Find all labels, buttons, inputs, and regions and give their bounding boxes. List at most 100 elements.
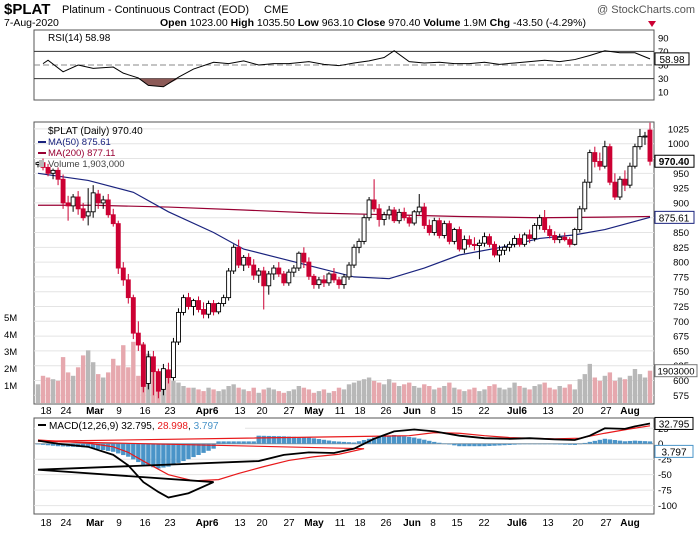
macd-histogram-bar [95, 443, 101, 450]
macd-histogram-bar [542, 443, 547, 445]
candle-body [50, 169, 56, 174]
macd-histogram-bar [35, 443, 41, 445]
price-panel [33, 121, 655, 405]
price-tick-label: 1025 [668, 124, 689, 135]
candle [406, 214, 412, 227]
macd-histogram-bar [131, 443, 136, 460]
macd-histogram-bar [296, 437, 302, 444]
candle [502, 244, 507, 256]
rsi-tick-label: 50 [658, 61, 669, 72]
macd-x-tick-label: 23 [164, 518, 176, 529]
volume-bar [261, 389, 266, 403]
candle [637, 128, 643, 150]
candle-body [622, 178, 628, 186]
macd-histogram-bar [472, 443, 477, 447]
macd-histogram-bar [266, 435, 271, 444]
candle-body [316, 279, 322, 286]
macd-x-tick-label: 26 [380, 518, 392, 529]
macd-histogram-bar [221, 441, 226, 444]
volume-bar [447, 382, 452, 403]
macd-histogram-bar [246, 441, 251, 444]
candle-body [456, 229, 462, 250]
close-price-box [654, 154, 695, 168]
candle-body [165, 369, 171, 378]
candle [577, 205, 583, 233]
candle-body [647, 129, 653, 162]
price-x-tick-label: 13 [542, 406, 554, 417]
candle [456, 226, 462, 252]
volume-bar [106, 372, 111, 403]
price-tick-label: 600 [673, 376, 689, 387]
macd-histogram-bar [477, 443, 482, 447]
volume-bar [351, 382, 357, 403]
volume-bar [452, 387, 457, 403]
volume-tick-label: 4M [4, 330, 17, 341]
candle-body [431, 220, 437, 233]
candle-body [527, 234, 533, 239]
volume-bar [437, 387, 442, 403]
volume-bar [442, 386, 447, 403]
candle [582, 179, 588, 212]
macd-histogram-bar [166, 443, 171, 467]
candle [376, 204, 382, 227]
macd-histogram-bar [582, 442, 587, 444]
candle [196, 296, 201, 313]
candle [216, 302, 222, 315]
macd-histogram-bar [156, 443, 161, 469]
price-x-tick-label: 15 [451, 406, 463, 417]
candle-body [105, 199, 111, 216]
macd-histogram-bar [432, 441, 437, 444]
candle [471, 237, 477, 251]
close-price-label: 970.40 [659, 157, 690, 168]
price-x-tick-label: 9 [116, 406, 122, 417]
volume-bar [35, 384, 41, 403]
volume-bar [577, 379, 582, 403]
candle-body [416, 206, 422, 213]
volume-bar [226, 386, 231, 403]
macd-histogram-bar [567, 443, 572, 445]
candle-body [241, 256, 247, 266]
volume-bar [136, 375, 141, 403]
volume-bar [497, 387, 502, 403]
volume-bar [216, 391, 221, 403]
macd-histogram-bar [55, 443, 61, 447]
macd-histogram-bar [532, 443, 537, 445]
candle [140, 342, 146, 393]
candle-body [311, 275, 317, 286]
macd-histogram-bar [236, 441, 241, 444]
candle-body [617, 178, 623, 198]
candle [401, 207, 407, 221]
volume-bar [126, 367, 131, 403]
candle [70, 194, 76, 212]
candle-body [386, 209, 392, 216]
macd-histogram-bar [85, 443, 91, 448]
macd-histogram-bar [517, 443, 522, 445]
macd-x-tick-label: 27 [600, 518, 612, 529]
price-legend-volume: Volume 1,903,000 [48, 159, 125, 170]
candle [256, 268, 262, 283]
macd-histogram-bar [181, 443, 186, 462]
candle [75, 191, 81, 215]
macd-histogram-bar [607, 439, 613, 444]
candle-body [547, 229, 553, 236]
candle [201, 302, 206, 319]
macd-histogram-bar [457, 443, 462, 447]
volume-bar [361, 379, 367, 403]
macd-histogram-bar [186, 443, 191, 460]
volume-bar [181, 386, 186, 403]
candle [482, 232, 487, 247]
candle [291, 265, 297, 277]
candle [512, 235, 518, 248]
candle-body [160, 368, 166, 390]
candle [612, 173, 618, 200]
candle [476, 239, 482, 260]
candle [321, 275, 327, 287]
price-tick-label: 825 [673, 243, 689, 254]
price-x-tick-label: 24 [60, 406, 72, 417]
volume-bar [116, 365, 121, 403]
rsi-legend: RSI(14) 58.98 [35, 31, 135, 44]
price-legend: $PLAT (Daily) 970.40 MA(50) 875.61 MA(20… [38, 126, 143, 170]
macd-histogram-bar [311, 438, 317, 444]
candle [466, 235, 472, 248]
candle-body [65, 202, 71, 207]
